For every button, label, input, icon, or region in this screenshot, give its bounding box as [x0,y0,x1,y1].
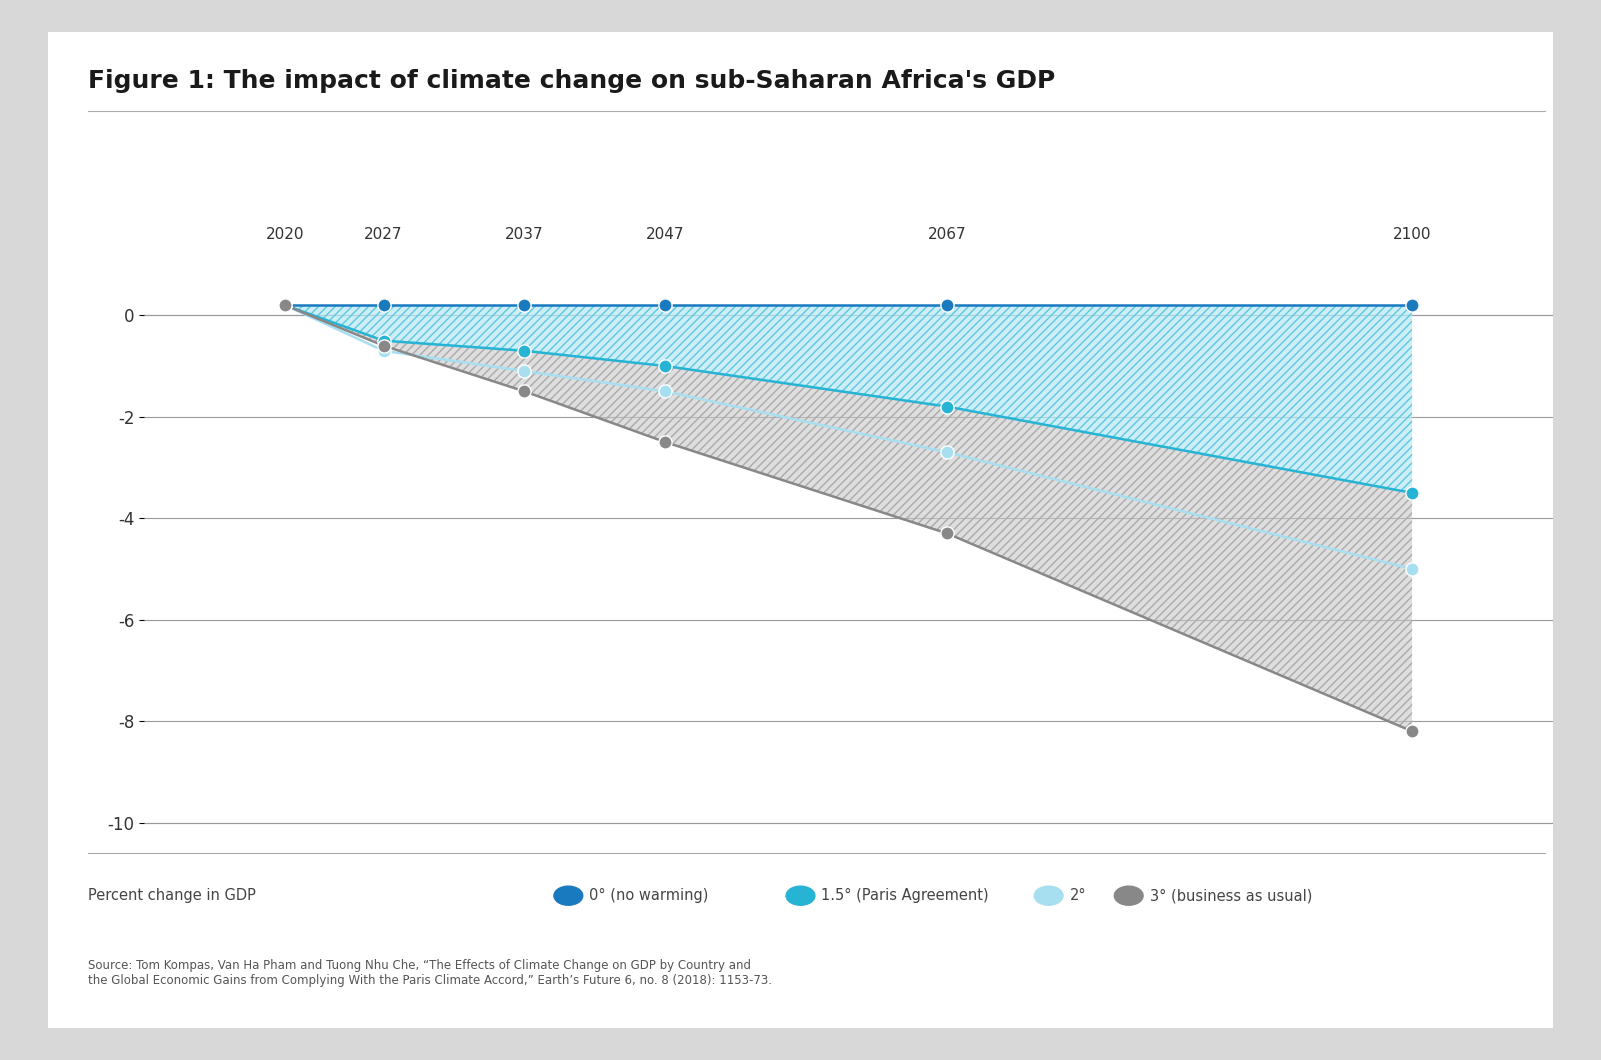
Point [512,297,538,314]
Point [653,357,679,374]
Point [1399,297,1425,314]
Point [935,297,961,314]
Point [512,383,538,400]
Point [935,444,961,461]
Text: 2020: 2020 [266,227,304,242]
Point [1399,723,1425,740]
Text: 2047: 2047 [647,227,685,242]
Text: 3° (business as usual): 3° (business as usual) [1150,888,1311,903]
Text: 2037: 2037 [506,227,544,242]
Point [272,297,298,314]
Point [371,297,397,314]
Point [653,297,679,314]
Point [1399,561,1425,578]
Point [512,342,538,359]
Text: 2027: 2027 [365,227,403,242]
Point [272,297,298,314]
Text: Source: Tom Kompas, Van Ha Pham and Tuong Nhu Che, “The Effects of Climate Chang: Source: Tom Kompas, Van Ha Pham and Tuon… [88,959,772,987]
Point [272,297,298,314]
Text: 2100: 2100 [1393,227,1431,242]
Point [371,342,397,359]
Text: 1.5° (Paris Agreement): 1.5° (Paris Agreement) [821,888,989,903]
Text: 0° (no warming): 0° (no warming) [589,888,709,903]
Point [371,337,397,354]
Text: Percent change in GDP: Percent change in GDP [88,888,256,903]
Point [935,525,961,542]
Text: 2067: 2067 [929,227,967,242]
Point [935,399,961,416]
Point [1399,484,1425,501]
Point [512,363,538,379]
Point [371,332,397,349]
Point [653,383,679,400]
Text: Figure 1: The impact of climate change on sub-Saharan Africa's GDP: Figure 1: The impact of climate change o… [88,69,1055,93]
Text: 2°: 2° [1069,888,1085,903]
Point [272,297,298,314]
Point [653,434,679,450]
